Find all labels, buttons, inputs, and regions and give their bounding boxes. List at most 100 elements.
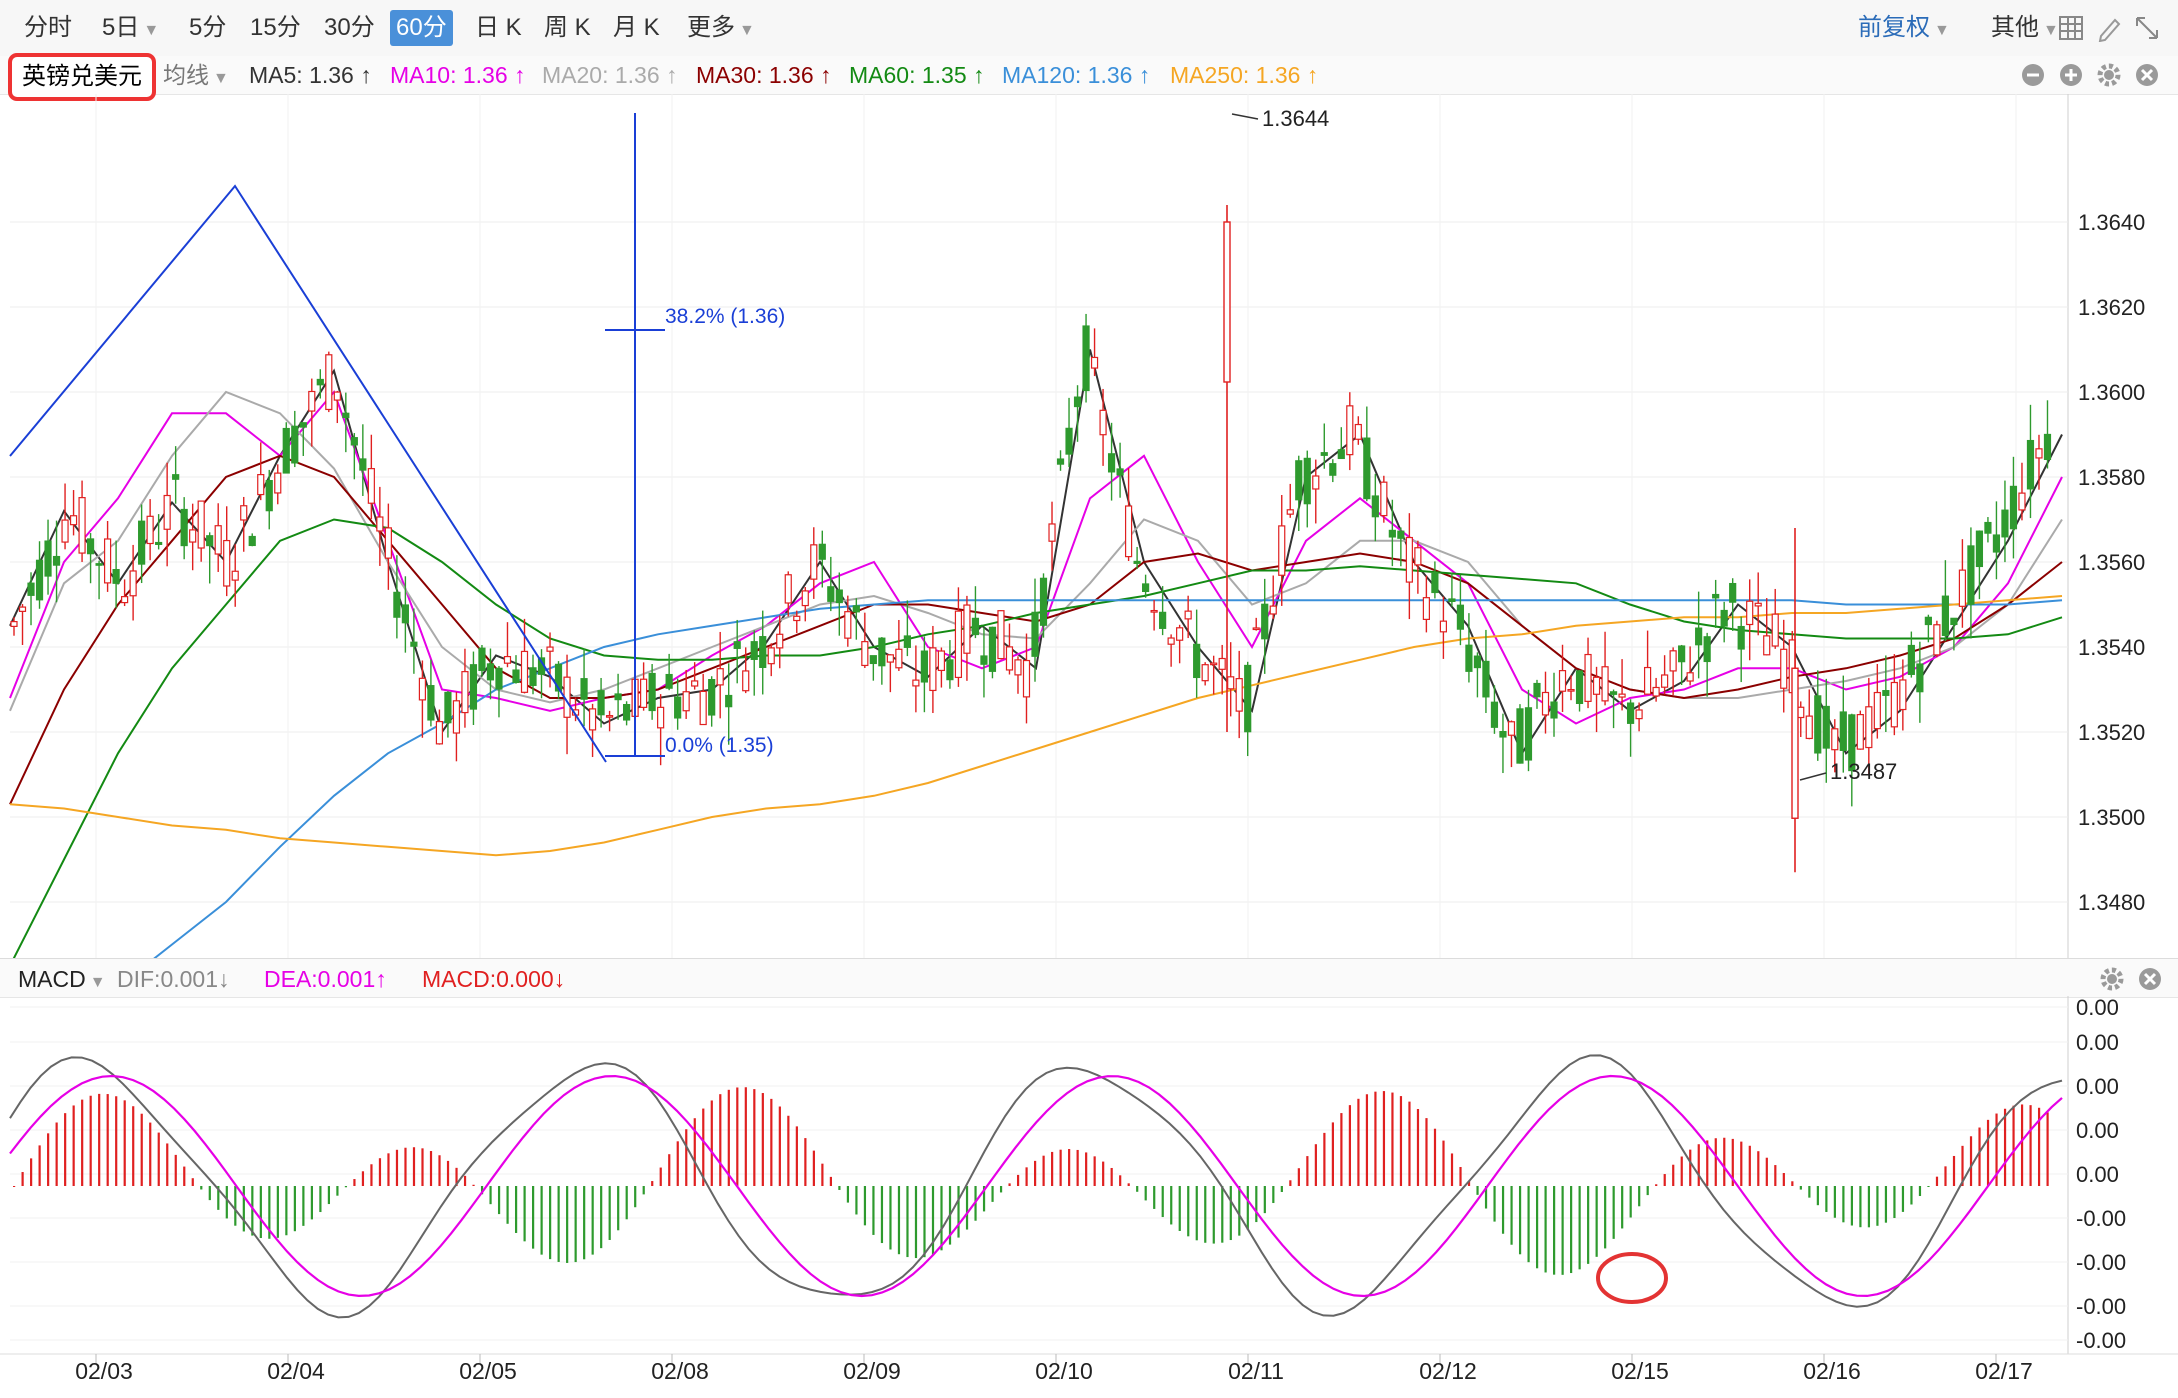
- period-label: 更多: [687, 14, 735, 41]
- candle-body: [214, 525, 222, 555]
- candle-body: [665, 673, 673, 689]
- ma-item[interactable]: MA30: 1.36 ↑: [696, 62, 832, 88]
- macd-histogram-bar: [1442, 1140, 1445, 1186]
- collapse-pane-icon[interactable]: [2020, 62, 2046, 88]
- period-tab-6[interactable]: 日 K: [469, 10, 528, 46]
- ma-legend-bar: [0, 56, 2178, 95]
- macd-histogram-bar: [259, 1186, 262, 1239]
- draw-pen-icon[interactable]: [2095, 14, 2123, 42]
- candle-body: [682, 691, 690, 712]
- candle-body: [1388, 529, 1396, 538]
- period-tab-9[interactable]: 更多 ▼: [681, 10, 761, 46]
- settings-gear-icon[interactable]: [2096, 62, 2122, 88]
- period-tab-2[interactable]: 5分: [183, 10, 232, 46]
- macd-indicator-dropdown[interactable]: MACD ▼: [18, 962, 106, 996]
- macd-histogram-bar: [1085, 1152, 1088, 1186]
- ma-item[interactable]: MA5: 1.36 ↑: [249, 62, 372, 88]
- macd-histogram-bar: [1051, 1151, 1054, 1186]
- candle-body: [1729, 582, 1737, 603]
- candle-body: [359, 458, 367, 471]
- price-chart[interactable]: 1.3640 1.3620 1.3600 1.3580 1.3560 1.3540 1.35…: [0, 94, 2178, 958]
- period-tab-1[interactable]: 5日 ▼: [96, 10, 165, 46]
- period-tab-0[interactable]: 分时: [18, 10, 78, 46]
- highlight-ring: [1596, 1252, 1668, 1304]
- candle-body: [1405, 536, 1413, 583]
- candle-body: [1686, 672, 1694, 682]
- macd-histogram-bar: [30, 1158, 33, 1186]
- add-indicator-icon[interactable]: [2058, 62, 2084, 88]
- candle-body: [1720, 609, 1728, 627]
- ma-item[interactable]: MA10: 1.36 ↑: [390, 62, 526, 88]
- macd-histogram-bar: [1578, 1186, 1581, 1270]
- adjust-dropdown[interactable]: 前复权 ▼: [1858, 10, 1950, 46]
- macd-histogram-bar: [982, 1186, 986, 1212]
- macd-tick-label: 0.00: [2076, 1118, 2119, 1143]
- macd-histogram-bar: [285, 1186, 288, 1236]
- period-tab-7[interactable]: 周 K: [538, 10, 597, 46]
- macd-histogram-bar: [991, 1186, 994, 1202]
- period-tab-3[interactable]: 15分: [244, 10, 307, 46]
- candle-body: [274, 472, 282, 494]
- macd-histogram-bar: [446, 1160, 450, 1186]
- macd-histogram-bar: [89, 1095, 92, 1186]
- ma-item[interactable]: MA250: 1.36 ↑: [1170, 62, 1319, 88]
- macd-histogram-bar: [132, 1106, 135, 1186]
- candle-body: [1090, 356, 1099, 369]
- symbol-tab[interactable]: 英镑兑美元: [8, 53, 156, 101]
- candle-body: [282, 427, 290, 474]
- candle-body: [946, 659, 954, 681]
- macd-histogram-bar: [497, 1186, 501, 1215]
- macd-close-icon[interactable]: [2137, 966, 2163, 992]
- macd-histogram-bar: [140, 1113, 143, 1186]
- macd-histogram-bar: [1587, 1186, 1590, 1264]
- candle-body: [1754, 602, 1762, 607]
- candle-body: [648, 672, 656, 712]
- ma-item[interactable]: MA20: 1.36 ↑: [542, 62, 678, 88]
- expand-icon[interactable]: [2133, 14, 2161, 42]
- candle-body: [35, 559, 44, 601]
- macd-histogram-bar: [1008, 1183, 1011, 1186]
- macd-histogram-bar: [540, 1186, 543, 1255]
- other-dropdown[interactable]: 其他 ▼: [1991, 10, 2059, 46]
- macd-histogram-bar: [1450, 1153, 1454, 1186]
- candle-body: [963, 604, 971, 654]
- macd-histogram-bar: [804, 1138, 807, 1186]
- period-label: 月 K: [613, 14, 660, 41]
- macd-histogram-bar: [821, 1163, 824, 1186]
- grid-layout-icon[interactable]: [2057, 14, 2085, 42]
- candle-body: [342, 412, 350, 419]
- period-tab-4[interactable]: 30分: [318, 10, 381, 46]
- candle-body: [1712, 593, 1720, 599]
- candle-body: [1223, 221, 1231, 383]
- candle-body: [44, 540, 52, 577]
- ma-type-dropdown[interactable]: 均线 ▼: [163, 58, 229, 92]
- ma-item[interactable]: MA120: 1.36 ↑: [1002, 62, 1151, 88]
- candle-body: [1431, 571, 1439, 594]
- candle-body: [1210, 662, 1218, 666]
- macd-histogram-bar: [47, 1133, 50, 1186]
- dif-value: DIF:0.001↓: [117, 966, 230, 992]
- macd-settings-gear-icon[interactable]: [2099, 966, 2125, 992]
- macd-histogram-bar: [1672, 1164, 1675, 1186]
- candle-body: [733, 641, 741, 649]
- candle-body: [1235, 678, 1243, 712]
- macd-histogram-bar: [1629, 1186, 1632, 1218]
- macd-histogram-bar: [1535, 1186, 1539, 1269]
- ma-item[interactable]: MA60: 1.35 ↑: [849, 62, 985, 88]
- price-tick-label: 1.3620: [2078, 295, 2145, 320]
- candle-body: [478, 647, 486, 671]
- macd-histogram-bar: [1178, 1186, 1181, 1231]
- macd-chart[interactable]: 0.00 0.00 0.00 0.00 0.00 -0.00 -0.00 -0.00 -0.00…: [0, 996, 2178, 1398]
- macd-histogram-bar: [1204, 1186, 1207, 1243]
- macd-histogram-bar: [361, 1171, 365, 1186]
- period-tab-5[interactable]: 60分: [390, 10, 453, 46]
- close-pane-icon[interactable]: [2134, 62, 2160, 88]
- macd-histogram-bar: [914, 1186, 918, 1259]
- macd-histogram-bar: [1289, 1180, 1292, 1186]
- candle-body: [605, 715, 614, 718]
- period-tab-8[interactable]: 月 K: [607, 10, 666, 46]
- macd-histogram-bar: [1731, 1138, 1734, 1186]
- macd-histogram-bar: [1791, 1181, 1794, 1186]
- chevron-down-icon: ▼: [143, 22, 160, 39]
- candle-body: [1252, 627, 1260, 631]
